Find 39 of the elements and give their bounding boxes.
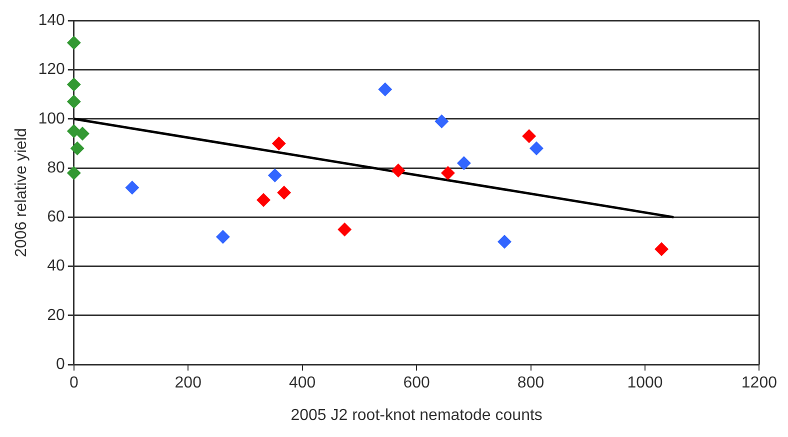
point	[66, 77, 81, 92]
y-tick-label: 0	[56, 356, 65, 374]
point	[654, 242, 669, 256]
y-tick-label: 20	[47, 306, 65, 324]
point	[522, 129, 536, 144]
x-tick-label: 1200	[741, 374, 778, 392]
point	[529, 141, 544, 156]
point	[66, 94, 81, 109]
y-tick-label: 140	[38, 12, 65, 30]
point	[434, 114, 449, 128]
x-tick-label: 0	[69, 374, 78, 392]
x-tick-label: 800	[517, 374, 544, 392]
x-tick-label: 200	[174, 374, 202, 392]
y-tick-label: 100	[38, 110, 65, 128]
point	[338, 222, 352, 236]
point	[75, 126, 90, 141]
y-tick-label: 40	[47, 258, 65, 275]
point	[125, 180, 140, 195]
point	[66, 36, 81, 50]
x-tick-label: 1000	[627, 374, 663, 392]
x-tick-label: 600	[403, 374, 430, 392]
y-tick-label: 60	[47, 208, 65, 226]
y-tick-label: 120	[38, 61, 65, 78]
point	[66, 166, 81, 180]
point	[440, 166, 455, 180]
point	[277, 186, 292, 200]
y-axis-title: 2006 relative yield	[13, 128, 30, 258]
point	[256, 192, 270, 207]
point	[391, 163, 406, 178]
point	[378, 82, 392, 96]
y-tick-label: 80	[47, 159, 65, 176]
point	[268, 168, 282, 182]
x-tick-label: 400	[288, 374, 316, 392]
point	[216, 230, 230, 244]
point	[456, 156, 471, 170]
point	[272, 136, 286, 150]
point	[497, 234, 512, 249]
x-axis-title: 2005 J2 root-knot nematode counts	[290, 406, 542, 424]
point	[70, 141, 84, 156]
